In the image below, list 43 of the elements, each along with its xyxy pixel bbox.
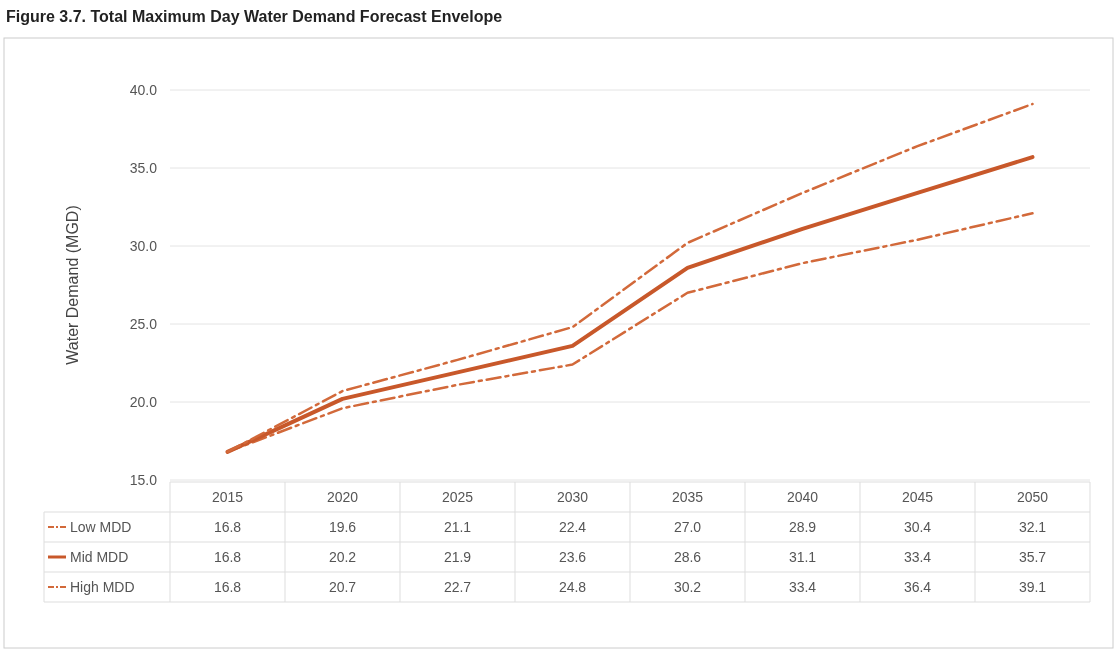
- y-tick-label: 25.0: [129, 315, 158, 332]
- data-label: 22.4: [558, 519, 587, 535]
- data-label: 24.8: [558, 579, 587, 595]
- data-label: 20.2: [328, 549, 357, 565]
- data-label: 35.7: [1018, 549, 1047, 565]
- data-label: 32.1: [1018, 519, 1047, 535]
- data-label: 21.1: [443, 519, 472, 535]
- y-tick-label: 40.0: [129, 81, 158, 98]
- x-tick-label: 2020: [326, 489, 359, 505]
- data-label: 36.4: [903, 579, 932, 595]
- chart-title: Figure 3.7. Total Maximum Day Water Demand Forecast Envelope: [6, 8, 503, 25]
- y-tick-label: 15.0: [129, 471, 158, 488]
- data-label: 23.6: [558, 549, 587, 565]
- data-label: 20.7: [328, 579, 357, 595]
- data-label: 33.4: [788, 579, 817, 595]
- data-label: 31.1: [788, 549, 817, 565]
- data-label: 16.8: [213, 549, 242, 565]
- x-tick-label: 2045: [901, 489, 934, 505]
- x-tick-label: 2030: [556, 489, 589, 505]
- x-tick-label: 2050: [1016, 489, 1049, 505]
- y-axis-title: Water Demand (MGD): [64, 205, 81, 365]
- data-label: 28.9: [788, 519, 817, 535]
- x-tick-label: 2040: [786, 489, 819, 505]
- y-tick-label: 20.0: [129, 393, 158, 410]
- y-tick-label: 35.0: [129, 159, 158, 176]
- legend-label: High MDD: [70, 579, 135, 595]
- x-tick-label: 2035: [671, 489, 704, 505]
- x-tick-label: 2015: [211, 489, 244, 505]
- legend-label: Low MDD: [70, 519, 132, 535]
- x-tick-label: 2025: [441, 489, 474, 505]
- y-tick-label: 30.0: [129, 237, 158, 254]
- data-label: 22.7: [443, 579, 472, 595]
- data-label: 19.6: [328, 519, 357, 535]
- data-label: 30.4: [903, 519, 932, 535]
- data-label: 16.8: [213, 579, 242, 595]
- data-label: 30.2: [673, 579, 702, 595]
- data-label: 33.4: [903, 549, 932, 565]
- data-label: 39.1: [1018, 579, 1047, 595]
- data-label: 16.8: [213, 519, 242, 535]
- data-label: 21.9: [443, 549, 472, 565]
- data-label: 27.0: [673, 519, 702, 535]
- legend-label: Mid MDD: [70, 549, 129, 565]
- data-label: 28.6: [673, 549, 702, 565]
